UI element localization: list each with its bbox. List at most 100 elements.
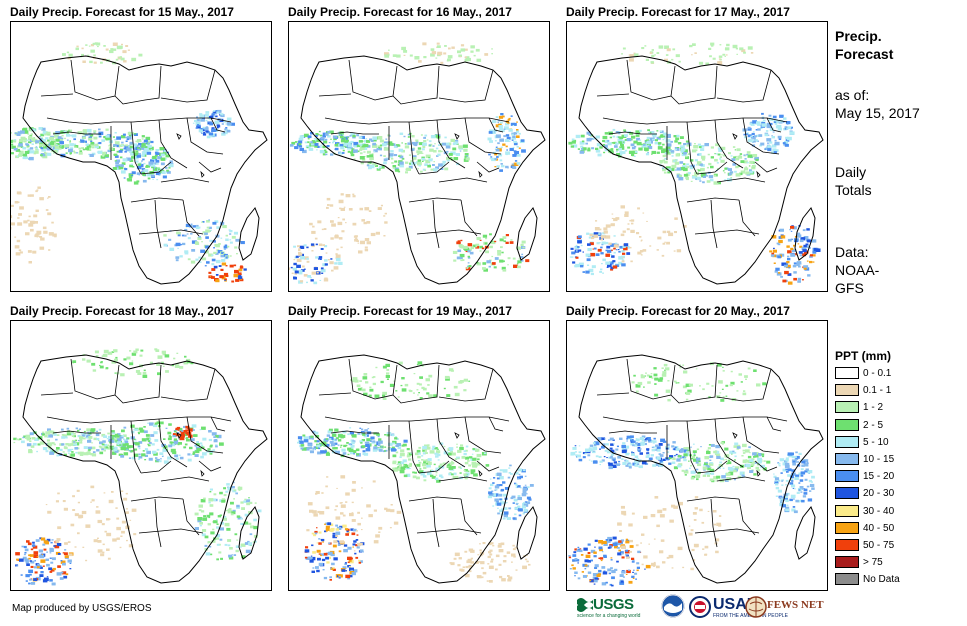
fewsnet-globe-icon bbox=[745, 596, 767, 618]
info-asof: as of: May 15, 2017 bbox=[835, 86, 920, 122]
country-border bbox=[418, 161, 450, 175]
country-border bbox=[330, 430, 379, 434]
legend-item: 30 - 40 bbox=[835, 503, 965, 520]
country-border bbox=[738, 498, 756, 536]
madagascar-coastline bbox=[516, 506, 538, 560]
legend-item: 0.1 - 1 bbox=[835, 382, 965, 399]
legend-item: 20 - 30 bbox=[835, 485, 965, 502]
country-border bbox=[488, 416, 504, 432]
country-border bbox=[70, 358, 120, 400]
country-border bbox=[318, 93, 352, 97]
country-border bbox=[416, 528, 482, 534]
legend-item: 5 - 10 bbox=[835, 434, 965, 451]
legend-item: 15 - 20 bbox=[835, 468, 965, 485]
country-border bbox=[608, 131, 657, 135]
lake-outline bbox=[454, 133, 460, 140]
country-border bbox=[436, 418, 466, 468]
map-canvas bbox=[568, 354, 824, 587]
country-border bbox=[408, 197, 462, 203]
forecast-map-2 bbox=[288, 21, 550, 292]
precip-field bbox=[568, 362, 815, 587]
country-border bbox=[324, 117, 510, 125]
country-border bbox=[182, 199, 200, 237]
panel-title: Daily Precip. Forecast for 19 May., 2017 bbox=[288, 304, 512, 318]
madagascar-coastline bbox=[794, 207, 816, 261]
country-border bbox=[464, 117, 502, 155]
legend-label: 1 - 2 bbox=[863, 402, 884, 414]
country-border bbox=[138, 528, 204, 534]
country-border bbox=[408, 420, 420, 474]
country-border bbox=[130, 197, 184, 203]
country-border bbox=[154, 498, 162, 548]
country-border bbox=[130, 420, 142, 474]
country-border bbox=[438, 368, 494, 402]
map-canvas bbox=[13, 348, 268, 586]
info-totals: Daily Totals bbox=[835, 163, 872, 199]
country-border bbox=[160, 368, 216, 402]
legend-item: 0 - 0.1 bbox=[835, 365, 965, 382]
country-border bbox=[696, 460, 728, 474]
legend-swatch bbox=[835, 504, 859, 517]
country-border bbox=[716, 476, 766, 482]
country-border bbox=[408, 496, 462, 502]
country-border bbox=[716, 177, 766, 183]
legend-item: > 75 bbox=[835, 554, 965, 571]
forecast-map-4 bbox=[10, 320, 272, 591]
country-border bbox=[114, 364, 162, 404]
country-border bbox=[160, 177, 210, 183]
lake-outline bbox=[200, 469, 205, 477]
country-border bbox=[130, 121, 142, 175]
country-border bbox=[464, 416, 502, 454]
asof-label: as of: bbox=[835, 87, 870, 103]
country-border bbox=[436, 119, 466, 169]
legend-label: > 75 bbox=[863, 557, 883, 569]
legend-swatch bbox=[835, 384, 859, 397]
lake-outline bbox=[478, 469, 483, 477]
country-border bbox=[138, 229, 204, 235]
country-border bbox=[438, 69, 494, 103]
asof-date: May 15, 2017 bbox=[835, 105, 920, 121]
country-border bbox=[418, 460, 450, 474]
country-border bbox=[140, 161, 172, 175]
country-border bbox=[696, 161, 728, 175]
country-border bbox=[686, 496, 740, 502]
noaa-seal-icon bbox=[661, 594, 685, 618]
info-title-line2: Forecast bbox=[835, 46, 894, 62]
country-border bbox=[670, 364, 718, 404]
country-border bbox=[198, 161, 222, 173]
forecast-map-5 bbox=[288, 320, 550, 591]
country-border bbox=[392, 364, 440, 404]
country-border bbox=[186, 416, 224, 454]
legend-label: No Data bbox=[863, 574, 900, 586]
country-border bbox=[608, 430, 657, 434]
legend-swatch bbox=[835, 418, 859, 431]
map-canvas bbox=[289, 42, 546, 285]
panel-title: Daily Precip. Forecast for 18 May., 2017 bbox=[10, 304, 234, 318]
africa-coastline bbox=[22, 55, 268, 285]
madagascar-coastline bbox=[516, 207, 538, 261]
precip-legend: PPT (mm) 0 - 0.1 0.1 - 1 1 - 2 2 - 5 5 - 10 1… bbox=[835, 347, 965, 588]
forecast-map-3 bbox=[566, 21, 828, 292]
fewsnet-logo: FEWS NET bbox=[745, 594, 825, 620]
legend-swatch bbox=[835, 573, 859, 586]
precip-field bbox=[568, 42, 821, 285]
country-border bbox=[476, 161, 500, 173]
legend-swatch bbox=[835, 401, 859, 414]
map-canvas bbox=[11, 42, 268, 285]
africa-coastline bbox=[300, 55, 546, 285]
legend-swatch bbox=[835, 470, 859, 483]
usgs-logo-tagline: science for a changing world bbox=[577, 613, 641, 619]
country-border bbox=[158, 119, 188, 169]
legend-label: 30 - 40 bbox=[863, 505, 895, 517]
country-border bbox=[130, 496, 184, 502]
country-border bbox=[40, 392, 74, 396]
info-title: Precip. Forecast bbox=[835, 27, 893, 63]
country-border bbox=[318, 392, 352, 396]
lake-outline bbox=[478, 170, 483, 178]
lake-outline bbox=[732, 432, 738, 439]
panel-title: Daily Precip. Forecast for 16 May., 2017 bbox=[288, 5, 512, 19]
country-border bbox=[40, 93, 74, 97]
africa-coastline bbox=[578, 354, 824, 584]
map-canvas bbox=[568, 42, 824, 285]
country-border bbox=[686, 420, 698, 474]
